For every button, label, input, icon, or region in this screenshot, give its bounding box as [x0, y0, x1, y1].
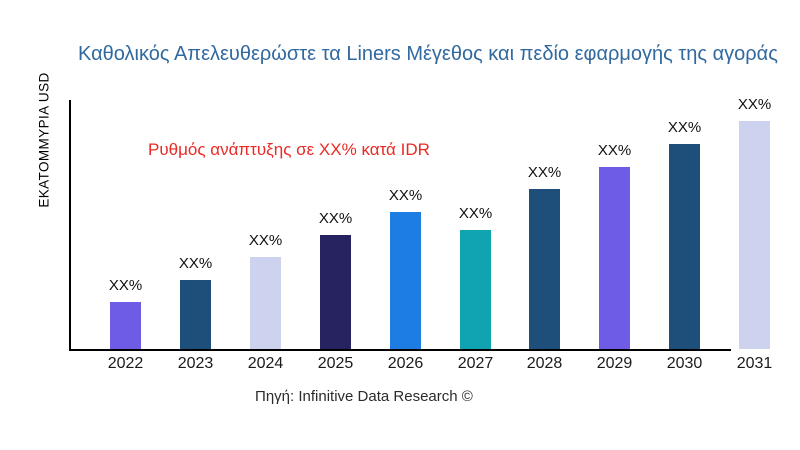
- bar-value-label-2028: XX%: [527, 164, 562, 181]
- bar-2028: [529, 189, 560, 349]
- bar-value-label-2029: XX%: [597, 142, 632, 159]
- bar-value-label-2030: XX%: [667, 119, 702, 136]
- bar-group-2026: XX% 2026: [387, 0, 424, 450]
- x-tick-2031: 2031: [736, 355, 773, 372]
- y-axis-label: ΕΚΑΤΟΜΜΥΡΙΑ USD: [36, 72, 52, 208]
- bar-2029: [599, 167, 630, 349]
- bar-group-2030: XX% 2030: [666, 0, 703, 450]
- x-tick-2024: 2024: [247, 355, 284, 372]
- y-axis-line: [69, 100, 71, 351]
- bar-value-label-2023: XX%: [178, 255, 213, 272]
- bar-group-2024: XX% 2024: [247, 0, 284, 450]
- bar-value-label-2022: XX%: [108, 277, 143, 294]
- bar-group-2027: XX% 2027: [457, 0, 494, 450]
- x-tick-2023: 2023: [177, 355, 214, 372]
- bar-2031: [739, 121, 770, 349]
- x-tick-2030: 2030: [666, 355, 703, 372]
- x-tick-2022: 2022: [107, 355, 144, 372]
- source-credit: Πηγή: Infinitive Data Research ©: [255, 388, 473, 405]
- bar-group-2022: XX% 2022: [107, 0, 144, 450]
- x-tick-2028: 2028: [526, 355, 563, 372]
- bar-2022: [110, 302, 141, 349]
- bar-2027: [460, 230, 491, 349]
- x-tick-2026: 2026: [387, 355, 424, 372]
- bar-group-2028: XX% 2028: [526, 0, 563, 450]
- growth-rate-annotation: Ρυθμός ανάπτυξης σε XX% κατά IDR: [148, 140, 430, 159]
- bar-2030: [669, 144, 700, 349]
- bar-2026: [390, 212, 421, 349]
- bar-value-label-2025: XX%: [318, 210, 353, 227]
- bar-2023: [180, 280, 211, 349]
- bar-value-label-2026: XX%: [388, 187, 423, 204]
- bar-group-2023: XX% 2023: [177, 0, 214, 450]
- x-tick-2025: 2025: [317, 355, 354, 372]
- chart-title: Καθολικός Απελευθερώστε τα Liners Μέγεθο…: [78, 43, 778, 65]
- bar-group-2025: XX% 2025: [317, 0, 354, 450]
- x-tick-2029: 2029: [596, 355, 633, 372]
- bar-group-2029: XX% 2029: [596, 0, 633, 450]
- bar-2025: [320, 235, 351, 349]
- x-axis-line: [69, 349, 731, 351]
- bar-group-2031: XX% 2031: [736, 0, 773, 450]
- bar-value-label-2027: XX%: [458, 205, 493, 222]
- bar-2024: [250, 257, 281, 349]
- bar-value-label-2031: XX%: [737, 96, 772, 113]
- bar-value-label-2024: XX%: [248, 232, 283, 249]
- x-tick-2027: 2027: [457, 355, 494, 372]
